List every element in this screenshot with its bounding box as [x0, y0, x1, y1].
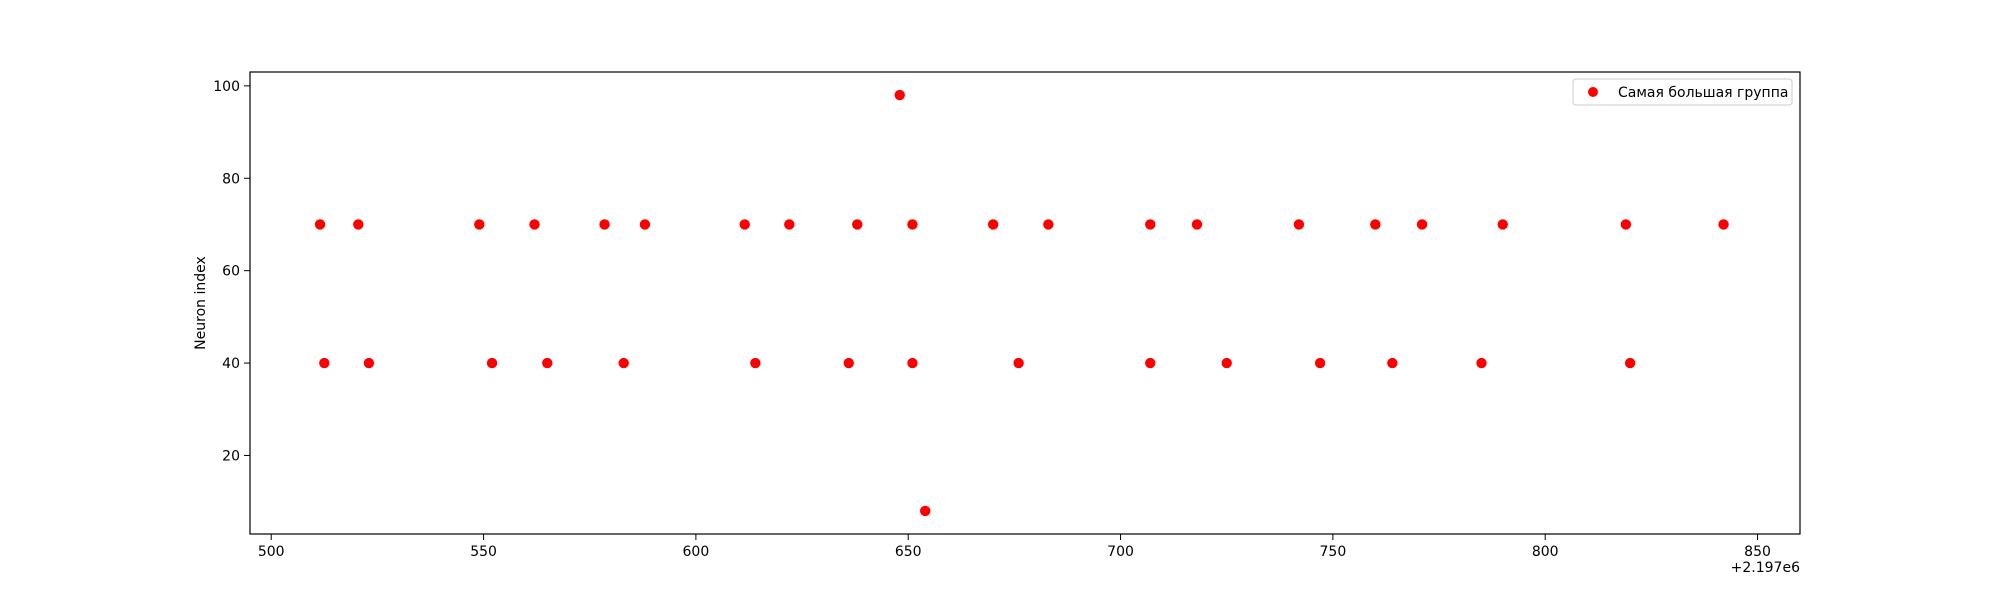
data-point [1314, 357, 1326, 369]
data-point [784, 219, 795, 230]
data-point [319, 357, 330, 369]
data-point [1620, 219, 1632, 230]
legend-box [1572, 78, 1793, 106]
data-point [1718, 219, 1729, 230]
y-tick-label: 60 [222, 264, 240, 280]
x-tick-label: 850 [1744, 544, 1771, 560]
data-point [639, 219, 651, 230]
x-tick-label: 650 [895, 544, 922, 560]
x-axis: 500 550 600 650 700 750 800 850 [258, 534, 1771, 560]
data-point [542, 357, 553, 369]
data-point [907, 219, 918, 230]
data-point [852, 219, 863, 230]
points-layer [314, 89, 1729, 517]
data-point [353, 219, 364, 230]
data-point [987, 219, 999, 230]
x-tick-label: 600 [683, 544, 710, 560]
data-point [1221, 357, 1232, 369]
data-point [1624, 357, 1636, 369]
data-point [739, 219, 750, 230]
legend-marker [1588, 87, 1598, 97]
y-tick-label: 100 [213, 79, 240, 95]
data-point [1416, 219, 1428, 230]
data-point [1043, 219, 1054, 230]
data-point [1145, 357, 1156, 369]
x-tick-label: 750 [1320, 544, 1347, 560]
legend-label: Самая большая группа [1618, 85, 1788, 101]
data-point [750, 357, 761, 369]
data-point [920, 505, 931, 517]
y-axis: 20 40 60 80 100 [213, 79, 250, 464]
y-axis-label: Neuron index [193, 256, 209, 350]
data-point [907, 357, 918, 369]
data-point [1476, 357, 1487, 369]
data-point [1387, 357, 1398, 369]
y-tick-label: 40 [222, 356, 240, 372]
data-point [1191, 219, 1203, 230]
data-point [1013, 357, 1024, 369]
data-point [618, 357, 629, 369]
x-tick-label: 700 [1107, 544, 1134, 560]
data-point [1293, 219, 1305, 230]
legend: Самая большая группа [1572, 78, 1793, 106]
data-point [486, 357, 498, 369]
data-point [843, 357, 854, 369]
data-point [894, 89, 905, 101]
data-point [314, 219, 326, 230]
data-point [363, 357, 375, 369]
data-point [529, 219, 540, 230]
plot-frame [249, 71, 1801, 535]
data-point [1145, 219, 1156, 230]
y-tick-label: 80 [222, 171, 240, 187]
data-point [599, 219, 610, 230]
x-tick-label: 500 [258, 544, 285, 560]
y-tick-label: 20 [222, 448, 240, 464]
x-tick-label: 800 [1532, 544, 1559, 560]
x-tick-label: 550 [470, 544, 497, 560]
data-point [1370, 219, 1381, 230]
data-point [474, 219, 485, 230]
x-offset-label: +2.197e6 [1731, 560, 1800, 576]
data-point [1497, 219, 1508, 230]
